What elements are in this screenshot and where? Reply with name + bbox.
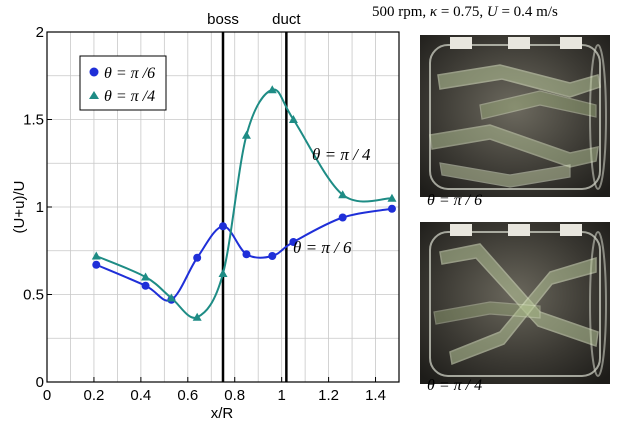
data-point-triangle [91, 251, 101, 260]
legend-marker-triangle [89, 91, 99, 99]
data-point-circle [141, 281, 150, 290]
curve-label-pi-4: θ = π / 4 [312, 145, 371, 164]
x-axis-label: x/R [211, 405, 234, 422]
y-tick-label: 1 [36, 199, 44, 216]
kappa-value: = 0.75, [437, 4, 487, 20]
photo-caption-pi-4: θ = π / 4 [427, 377, 483, 394]
data-point-circle [193, 253, 202, 262]
legend-label-1: θ = π /6 [104, 65, 155, 82]
series-line-2 [95, 88, 393, 319]
photo-caption-pi-6: θ = π / 6 [427, 192, 483, 209]
propeller-photo-pi-6 [420, 35, 610, 197]
y-axis-label: (U+u)/U [11, 181, 28, 234]
data-point-triangle [387, 193, 397, 202]
data-point-triangle [338, 190, 348, 199]
axis-ticks: 0 0.2 0.4 0.6 0.8 1 1.2 1.4 0 0.5 1 1.5 2 [23, 24, 386, 404]
y-tick-label: 2 [36, 24, 44, 41]
legend-marker-circle [89, 67, 99, 77]
legend-box [79, 55, 167, 111]
u-value: = 0.4 m/s [497, 4, 558, 20]
duct-label: duct [272, 11, 301, 28]
data-point-circle [387, 204, 396, 213]
data-series [91, 85, 397, 321]
data-point-circle [338, 213, 347, 222]
data-point-triangle [241, 130, 251, 139]
data-point-triangle [141, 272, 151, 281]
data-point-triangle [166, 293, 176, 302]
boss-label: boss [207, 11, 239, 28]
x-tick-label: 1.4 [365, 387, 386, 404]
x-tick-label: 0.4 [130, 387, 151, 404]
x-tick-label: 0.2 [84, 387, 105, 404]
x-tick-label: 1 [277, 387, 285, 404]
x-tick-label: 0.6 [177, 387, 198, 404]
data-point-circle [268, 252, 277, 260]
data-point-triangle [192, 312, 202, 321]
data-point-circle [219, 222, 227, 231]
data-point-triangle [218, 269, 228, 277]
x-tick-label: 0 [43, 387, 51, 404]
propeller-photo-pi-4 [420, 222, 610, 384]
data-point-circle [92, 260, 101, 269]
y-tick-label: 0.5 [23, 287, 44, 304]
series-line-1 [95, 207, 393, 302]
data-point-triangle [267, 85, 277, 94]
y-tick-label: 1.5 [23, 112, 44, 129]
data-point-circle [289, 238, 298, 246]
u-symbol: U [486, 4, 498, 20]
x-tick-label: 0.8 [224, 387, 245, 404]
x-tick-label: 1.2 [318, 387, 339, 404]
y-tick-label: 0 [36, 374, 44, 391]
data-point-triangle [288, 115, 298, 123]
conditions-text: 500 rpm, κ = 0.75, U = 0.4 m/s [372, 4, 558, 21]
chart-legend: θ = π /6 θ = π /4 [79, 55, 167, 111]
conditions-prefix: 500 rpm, [372, 4, 430, 20]
data-point-circle [242, 250, 251, 259]
kappa-symbol: κ [429, 4, 438, 20]
legend-label-2: θ = π /4 [104, 88, 155, 105]
location-lines: boss duct [207, 11, 301, 382]
curve-label-pi-6: θ = π / 6 [293, 238, 352, 257]
